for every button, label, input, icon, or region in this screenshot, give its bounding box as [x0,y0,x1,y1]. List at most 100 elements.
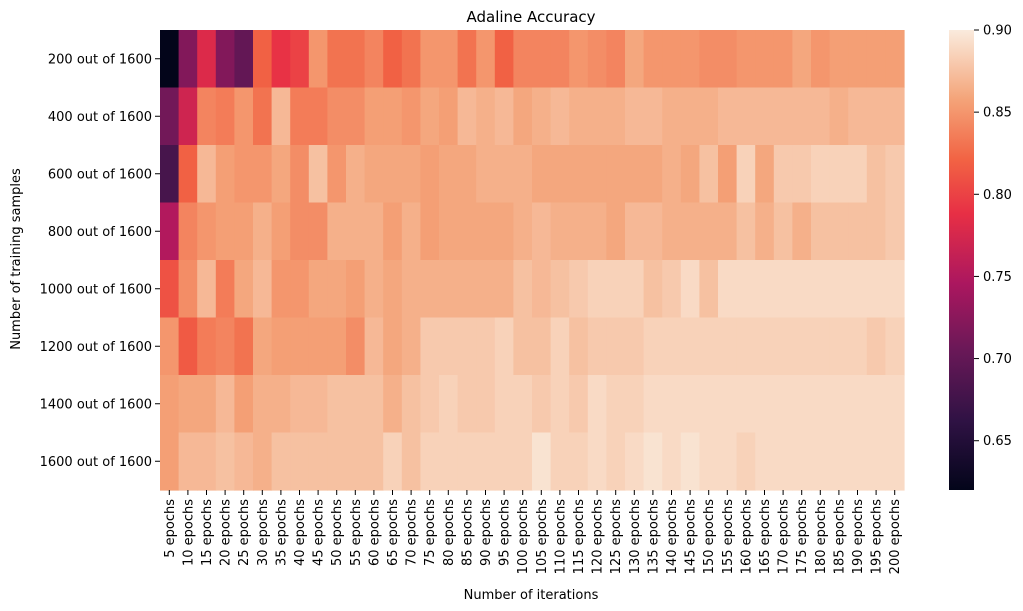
heatmap-cell [829,260,849,319]
heatmap-cell [290,432,310,491]
heatmap-cell [290,317,310,376]
x-tick-label: 30 epochs [256,499,271,566]
heatmap-cell [364,145,384,204]
heatmap-cells [160,30,905,491]
y-tick-label: 1000 out of 1600 [40,282,152,297]
heatmap-cell [625,375,645,434]
heatmap-cell [885,317,905,376]
heatmap-cell [569,30,589,89]
heatmap-cell [866,145,886,204]
heatmap-cell [271,202,291,261]
heatmap-cell [736,202,756,261]
heatmap-cell [848,260,868,319]
heatmap-cell [755,432,775,491]
heatmap-cell [346,145,366,204]
heatmap-cell [550,30,570,89]
heatmap-cell [420,260,440,319]
x-tick-label: 165 epochs [758,499,773,575]
x-tick-label: 125 epochs [609,499,624,575]
x-tick-label: 80 epochs [442,499,457,566]
heatmap-cell [532,432,552,491]
heatmap-cell [885,87,905,146]
heatmap-cell [290,260,310,319]
heatmap-cell [308,202,328,261]
heatmap-cell [364,375,384,434]
heatmap-cell [457,30,477,89]
heatmap-cell [699,30,719,89]
x-tick-label: 200 epochs [888,499,903,575]
heatmap-cell [271,260,291,319]
heatmap-cell [290,30,310,89]
heatmap-cell [587,432,607,491]
x-tick-label: 75 epochs [423,499,438,566]
heatmap-cell [197,317,217,376]
heatmap-cell [885,432,905,491]
heatmap-cell [885,260,905,319]
heatmap-cell [439,145,459,204]
heatmap-cell [755,260,775,319]
heatmap-cell [532,202,552,261]
heatmap-cell [383,145,403,204]
heatmap-cell [885,145,905,204]
heatmap-cell [532,87,552,146]
heatmap-cell [308,260,328,319]
y-tick-labels: 200 out of 1600 400 out of 1600 600 out of… [40,52,160,470]
heatmap-cell [736,30,756,89]
heatmap-cell [811,260,831,319]
y-tick-label: 200 out of 1600 [48,52,152,67]
x-tick-label: 65 epochs [386,499,401,566]
heatmap-cell [401,375,421,434]
heatmap-cell [606,375,626,434]
x-tick-label: 160 epochs [739,499,754,575]
heatmap-cell [215,317,235,376]
heatmap-cell [494,202,514,261]
heatmap-cell [773,145,793,204]
heatmap-cell [215,145,235,204]
x-tick-label: 90 epochs [479,499,494,566]
heatmap-cell [792,87,812,146]
x-tick-label: 120 epochs [591,499,606,575]
heatmap-cell [811,432,831,491]
heatmap-cell [513,317,533,376]
heatmap-cell [215,202,235,261]
heatmap-cell [885,375,905,434]
x-tick-label: 155 epochs [721,499,736,575]
heatmap-cell [346,202,366,261]
heatmap-cell [364,432,384,491]
heatmap-cell [773,317,793,376]
heatmap-cell [662,30,682,89]
heatmap-cell [773,375,793,434]
heatmap-cell [606,317,626,376]
heatmap-cell [457,87,477,146]
x-tick-label: 145 epochs [684,499,699,575]
heatmap-cell [532,375,552,434]
heatmap-cell [718,260,738,319]
heatmap-cell [662,202,682,261]
heatmap-cell [662,432,682,491]
heatmap-cell [643,317,663,376]
heatmap-cell [625,432,645,491]
heatmap-cell [364,260,384,319]
heatmap-cell [550,87,570,146]
heatmap-cell [587,145,607,204]
heatmap-cell [308,87,328,146]
heatmap-cell [773,87,793,146]
heatmap-cell [234,260,254,319]
heatmap-cell [401,87,421,146]
heatmap-cell [550,260,570,319]
heatmap-cell [866,432,886,491]
heatmap-cell [160,202,180,261]
heatmap-cell [811,30,831,89]
x-tick-label: 25 epochs [237,499,252,566]
heatmap-cell [792,432,812,491]
heatmap-cell [476,145,496,204]
x-tick-label: 175 epochs [795,499,810,575]
x-tick-label: 195 epochs [870,499,885,575]
heatmap-cell [420,317,440,376]
heatmap-cell [848,87,868,146]
heatmap-cell [569,317,589,376]
heatmap-cell [866,202,886,261]
heatmap-cell [662,317,682,376]
heatmap-cell [569,87,589,146]
heatmap-cell [699,432,719,491]
